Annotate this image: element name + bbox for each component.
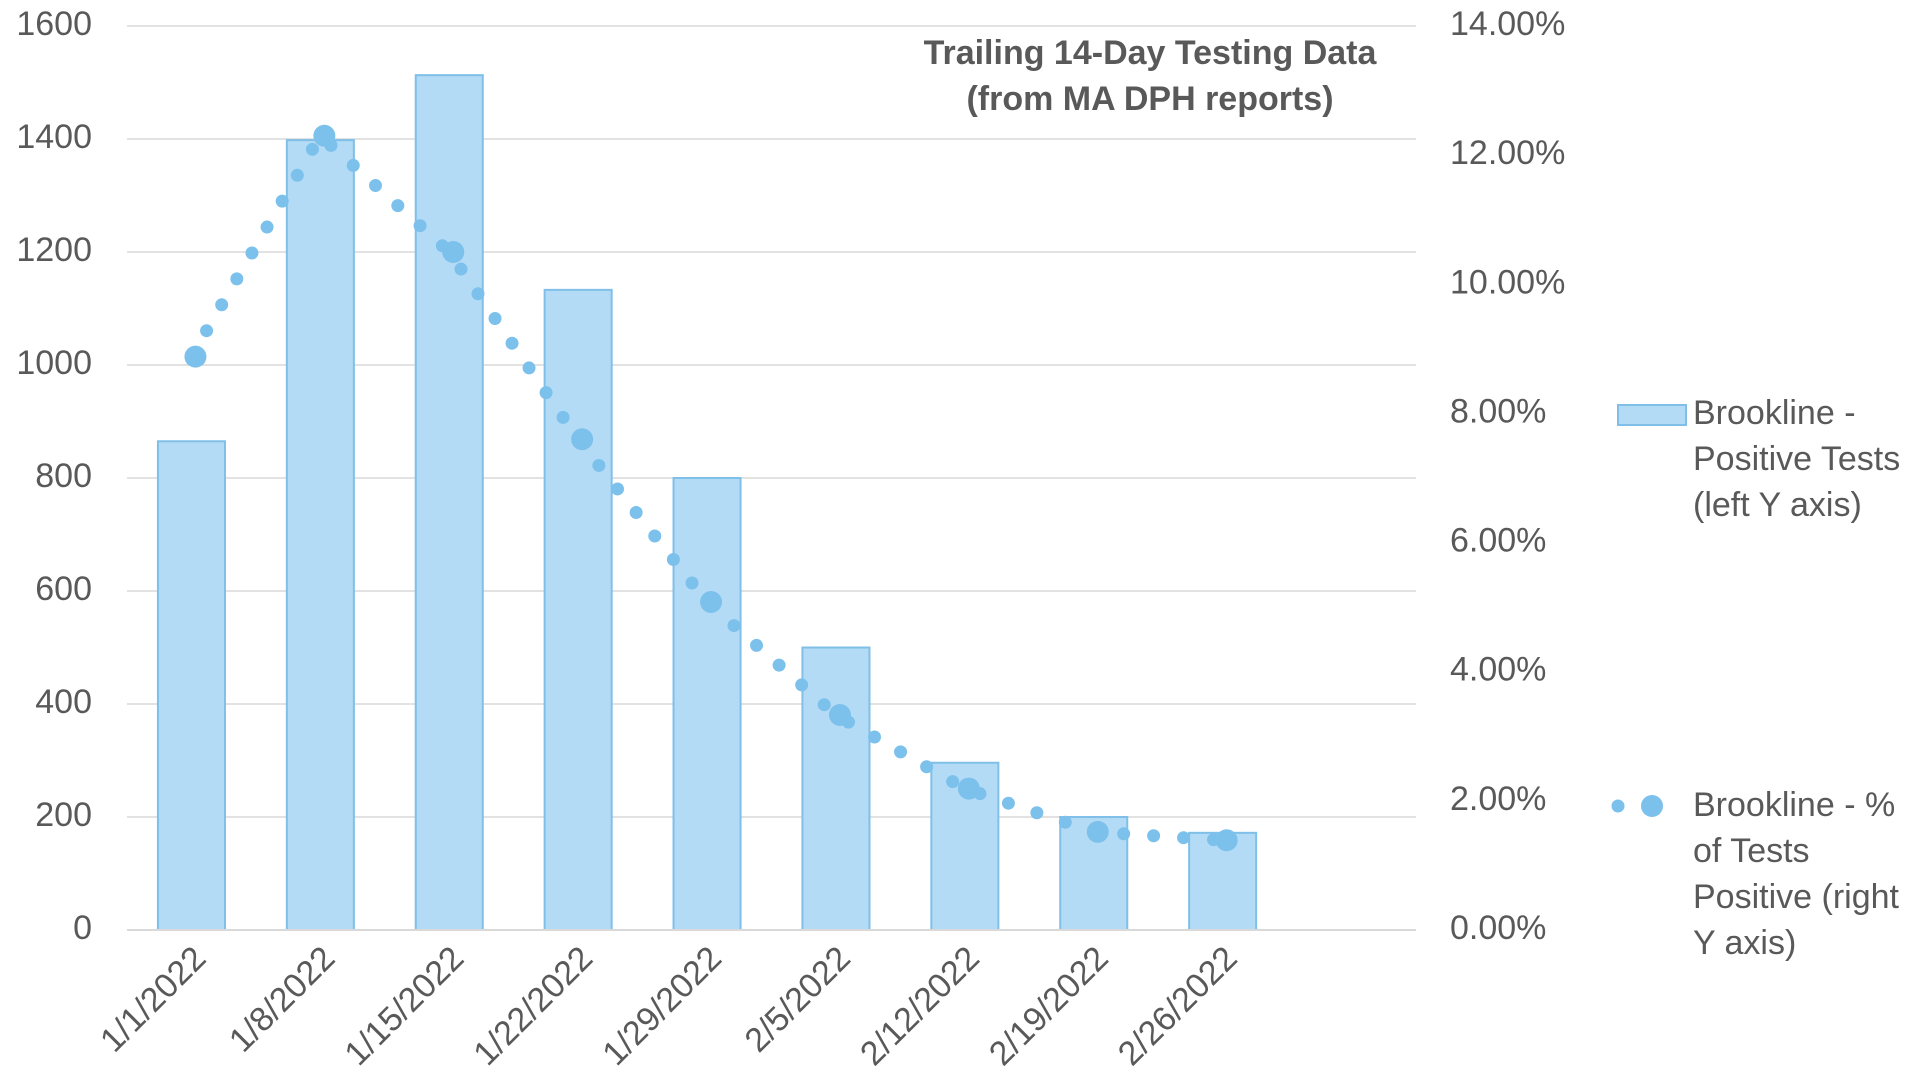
x-tick-label: 2/5/2022 xyxy=(737,939,857,1059)
line-marker xyxy=(571,428,594,451)
y2-tick-label: 0.00% xyxy=(1450,909,1546,947)
y-tick-label: 1600 xyxy=(16,5,92,43)
line-marker xyxy=(313,124,336,147)
y2-tick-label: 14.00% xyxy=(1450,5,1565,43)
x-tick-label: 1/8/2022 xyxy=(222,939,342,1059)
y2-tick-label: 2.00% xyxy=(1450,780,1546,818)
legend-swatch xyxy=(1617,404,1687,426)
x-tick-label: 1/22/2022 xyxy=(466,939,600,1073)
line-marker xyxy=(1086,820,1109,843)
line-marker xyxy=(828,703,851,726)
y2-tick-label: 4.00% xyxy=(1450,651,1546,689)
bar xyxy=(801,646,871,931)
x-tick-label: 1/15/2022 xyxy=(337,939,471,1073)
x-tick-label: 2/12/2022 xyxy=(853,939,987,1073)
y-tick-label: 1200 xyxy=(16,231,92,269)
y-tick-label: 400 xyxy=(35,683,92,721)
legend-label: Brookline - Positive Tests (left Y axis) xyxy=(1693,394,1901,524)
line-marker xyxy=(1215,829,1238,852)
chart-title: Trailing 14-Day Testing Data (from MA DP… xyxy=(923,34,1377,118)
bar xyxy=(285,139,355,931)
legend-marker xyxy=(1641,795,1663,817)
x-tick-label: 2/19/2022 xyxy=(982,939,1116,1073)
x-tick-label: 2/26/2022 xyxy=(1111,939,1245,1073)
y-tick-label: 0 xyxy=(73,909,92,947)
x-tick-label: 1/1/2022 xyxy=(93,939,213,1059)
y2-tick-label: 10.00% xyxy=(1450,263,1565,301)
line-marker xyxy=(700,590,723,613)
line-marker xyxy=(184,345,207,368)
x-tick-label: 1/29/2022 xyxy=(595,939,729,1073)
bar xyxy=(543,288,613,932)
bar xyxy=(414,74,484,931)
y2-tick-label: 6.00% xyxy=(1450,522,1546,560)
bar xyxy=(156,440,226,931)
legend-label: Brookline - % of Tests Positive (right Y… xyxy=(1693,786,1899,962)
line-marker xyxy=(957,777,980,800)
y2-tick-label: 8.00% xyxy=(1450,392,1546,430)
y-tick-label: 1400 xyxy=(16,118,92,156)
bar xyxy=(672,477,742,931)
y-tick-label: 800 xyxy=(35,457,92,495)
y-tick-label: 1000 xyxy=(16,344,92,382)
line-marker xyxy=(442,241,465,263)
y-tick-label: 600 xyxy=(35,570,92,608)
y-tick-label: 200 xyxy=(35,796,92,834)
y2-tick-label: 12.00% xyxy=(1450,134,1565,172)
